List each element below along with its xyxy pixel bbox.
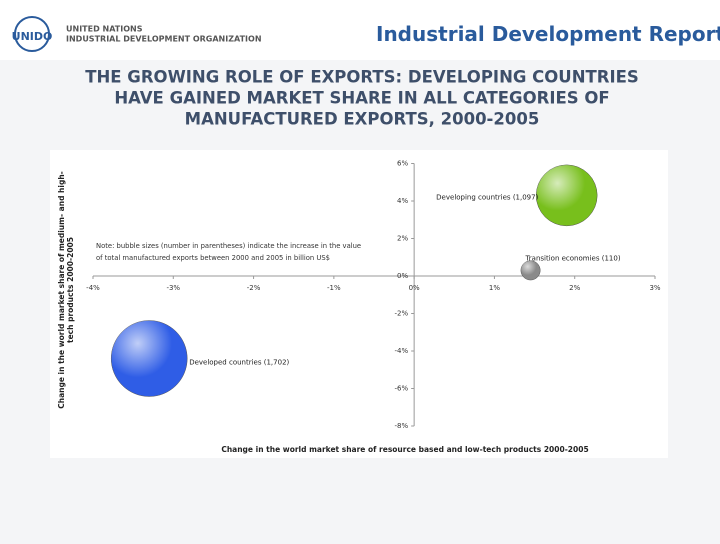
y-tick-label: 6% (397, 160, 408, 168)
y-tick-label: 0% (397, 272, 408, 280)
x-tick-label: 1% (489, 284, 500, 292)
header-band (0, 0, 720, 60)
note: of total manufactured exports between 20… (96, 254, 330, 262)
series-name: Developed countries (189, 359, 262, 367)
y-tick-label: 4% (397, 197, 408, 205)
x-tick-label: 3% (649, 284, 660, 292)
y-tick-label: -4% (395, 347, 409, 355)
slide-title-line: THE GROWING ROLE OF EXPORTS: DEVELOPING … (85, 68, 639, 87)
slide-title-line: HAVE GAINED MARKET SHARE IN ALL CATEGORI… (114, 89, 609, 108)
y-axis-label: tech products 2000-2005 (66, 237, 75, 343)
org-line: UNITED NATIONS (66, 25, 143, 34)
x-tick-label: -4% (86, 284, 100, 292)
y-tick-label: -6% (395, 385, 409, 393)
series-name: Developing countries (436, 193, 511, 201)
bubble-highlight (520, 260, 541, 281)
x-tick-label: -3% (166, 284, 180, 292)
note: Note: bubble sizes (number in parenthese… (96, 242, 361, 250)
x-tick-label: 2% (569, 284, 580, 292)
bubble-label: Transition economies (110) (525, 254, 621, 262)
bubble-highlight (536, 164, 598, 226)
size-label: (1,097) (513, 193, 539, 201)
x-tick-label: -1% (327, 284, 341, 292)
series-name: Transition economies (525, 254, 600, 262)
x-axis-label: Change in the world market share of reso… (221, 445, 588, 454)
size-label: (110) (602, 254, 621, 262)
logo-text: UNIDO (12, 30, 53, 43)
x-tick-label: -2% (247, 284, 261, 292)
y-tick-label: -8% (395, 422, 409, 430)
y-tick-label: 2% (397, 235, 408, 243)
logo-globe (14, 16, 50, 52)
org-line: INDUSTRIAL DEVELOPMENT ORGANIZATION (66, 35, 262, 44)
y-axis-label: Change in the world market share of medi… (57, 171, 66, 409)
size-label: (1,702) (264, 359, 290, 367)
slide-title: THE GROWING ROLE OF EXPORTS: DEVELOPING … (85, 68, 639, 129)
x-tick-label: 0% (409, 284, 420, 292)
bubble-highlight (111, 320, 188, 397)
slide-title-line: MANUFACTURED EXPORTS, 2000-2005 (185, 110, 540, 129)
y-tick-label: -2% (395, 310, 409, 318)
bubble-label: Developing countries (1,097) (436, 193, 538, 201)
chart: -4% -3% -2% -1% 0% 1% 2% 3% 6% 4% 2% 0% -2% -4% -6% -8%… (57, 160, 661, 455)
report-title: Industrial Development Report 2009 (376, 22, 720, 46)
bubble-label: Developed countries (1,702) (189, 359, 289, 367)
